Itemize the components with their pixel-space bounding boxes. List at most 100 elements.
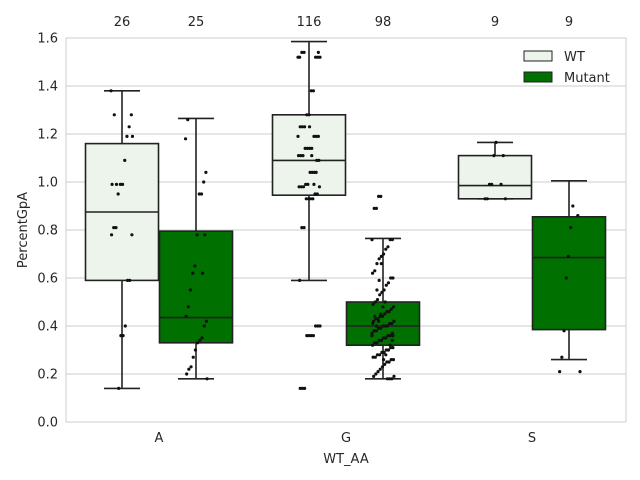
data-point bbox=[304, 182, 308, 186]
data-point bbox=[300, 226, 304, 230]
strip-points bbox=[109, 50, 582, 390]
data-point bbox=[129, 113, 133, 117]
data-point bbox=[384, 353, 388, 357]
data-point bbox=[386, 245, 390, 249]
data-point bbox=[370, 334, 374, 338]
data-point bbox=[120, 182, 125, 186]
data-point bbox=[184, 314, 188, 318]
data-point bbox=[377, 278, 381, 282]
data-point bbox=[384, 283, 388, 287]
count-label: 98 bbox=[375, 15, 392, 30]
data-point bbox=[564, 276, 568, 280]
data-point bbox=[203, 233, 207, 237]
data-point bbox=[371, 355, 375, 359]
data-point bbox=[375, 298, 380, 302]
data-point bbox=[112, 226, 116, 230]
data-point bbox=[313, 192, 317, 196]
data-point bbox=[372, 206, 376, 210]
data-point bbox=[307, 334, 311, 338]
data-point bbox=[370, 331, 374, 335]
x-axis-label: WT_AA bbox=[323, 452, 369, 467]
data-point bbox=[128, 278, 132, 282]
data-point bbox=[372, 374, 376, 378]
data-point bbox=[383, 312, 387, 316]
data-point bbox=[109, 89, 113, 93]
data-point bbox=[305, 334, 309, 338]
data-point bbox=[204, 319, 209, 323]
axes: WT_AA PercentGpA A G S bbox=[16, 192, 536, 467]
data-point bbox=[377, 338, 381, 342]
data-point bbox=[566, 254, 571, 258]
data-point bbox=[191, 271, 195, 275]
data-point bbox=[388, 334, 392, 338]
data-point bbox=[300, 386, 304, 390]
data-point bbox=[485, 197, 489, 201]
data-point bbox=[487, 182, 492, 186]
data-point bbox=[385, 377, 389, 381]
data-point bbox=[374, 329, 378, 333]
data-point bbox=[379, 338, 383, 342]
data-point bbox=[390, 331, 394, 335]
data-point bbox=[492, 154, 496, 158]
data-point bbox=[296, 55, 300, 59]
data-point bbox=[114, 226, 118, 230]
data-point bbox=[389, 358, 393, 362]
data-point bbox=[381, 324, 385, 328]
data-point bbox=[309, 334, 313, 338]
data-point bbox=[195, 233, 199, 237]
y-tick-label: 0.2 bbox=[37, 368, 58, 383]
data-point bbox=[381, 305, 385, 309]
data-point bbox=[204, 170, 208, 174]
data-point bbox=[130, 134, 135, 138]
data-point bbox=[312, 134, 316, 138]
data-point bbox=[300, 125, 304, 129]
box-mutant bbox=[345, 301, 421, 347]
data-point bbox=[373, 355, 377, 359]
count-label: 25 bbox=[188, 15, 205, 30]
data-point bbox=[298, 278, 302, 282]
y-tick-label: 0.8 bbox=[37, 224, 58, 239]
data-point bbox=[318, 55, 322, 59]
box-mutant bbox=[158, 230, 234, 344]
data-point bbox=[391, 346, 395, 350]
data-point bbox=[384, 247, 388, 251]
data-point bbox=[306, 182, 310, 186]
data-point bbox=[378, 293, 382, 297]
data-point bbox=[201, 271, 205, 275]
data-point bbox=[372, 329, 376, 333]
data-point bbox=[374, 324, 378, 328]
data-point bbox=[314, 324, 318, 328]
data-point bbox=[384, 336, 388, 340]
data-point bbox=[303, 386, 307, 390]
data-point bbox=[386, 334, 390, 338]
data-point bbox=[308, 170, 312, 174]
data-point bbox=[123, 324, 127, 328]
data-point bbox=[387, 360, 391, 364]
data-point bbox=[316, 55, 320, 59]
data-point bbox=[302, 50, 306, 55]
data-point bbox=[374, 372, 378, 376]
data-point bbox=[312, 182, 316, 186]
data-point bbox=[309, 197, 313, 201]
data-point bbox=[391, 334, 395, 338]
data-point bbox=[562, 329, 566, 333]
data-point bbox=[305, 113, 309, 117]
data-point bbox=[375, 341, 379, 345]
data-point bbox=[196, 341, 200, 345]
data-point bbox=[315, 192, 319, 196]
data-point bbox=[200, 336, 204, 340]
y-tick-label: 1.6 bbox=[37, 32, 58, 47]
data-point bbox=[317, 158, 321, 162]
legend-label-wt: WT bbox=[564, 50, 585, 65]
data-point bbox=[391, 305, 396, 309]
data-point bbox=[125, 278, 130, 282]
data-point bbox=[382, 350, 386, 354]
data-point bbox=[390, 322, 394, 326]
count-label: 26 bbox=[114, 15, 131, 30]
data-point bbox=[380, 365, 385, 369]
data-point bbox=[121, 334, 125, 338]
y-tick-label: 0.0 bbox=[37, 416, 58, 431]
y-tick-label: 1.0 bbox=[37, 176, 58, 191]
count-labels: 26 116 9 25 98 9 bbox=[114, 15, 573, 30]
